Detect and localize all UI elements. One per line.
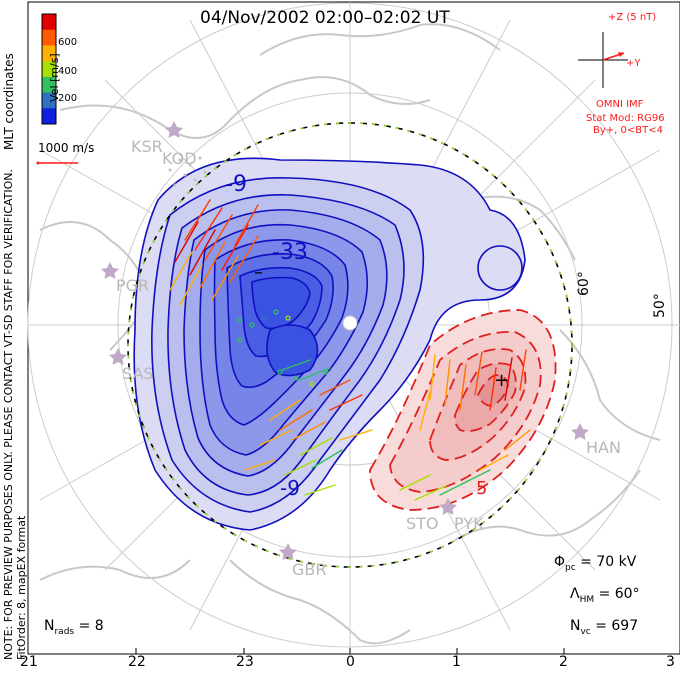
contour-label-pos-a: 5 bbox=[476, 478, 488, 499]
mlt-label-3: 3 bbox=[666, 654, 675, 670]
imf-y-label: +Y bbox=[626, 58, 641, 69]
fov-points bbox=[168, 156, 207, 187]
preview-note: NOTE: FOR PREVIEW PURPOSES ONLY. PLEASE … bbox=[2, 168, 15, 660]
nvc-stat: Nvc = 697 bbox=[570, 618, 639, 637]
phi-pc-stat: Φpc = 70 kV bbox=[554, 554, 637, 573]
coastlines bbox=[39, 23, 661, 645]
mlt-ticks bbox=[27, 648, 565, 654]
latitude-label-60: 60° bbox=[576, 271, 592, 296]
colorbar-outline bbox=[41, 13, 57, 125]
fit-order-note: FitOrder: 8, mapEX format bbox=[15, 515, 28, 660]
site-label-pgr: PGR bbox=[116, 276, 150, 295]
negative-potential-cell bbox=[133, 157, 526, 531]
contour-label-neg-c: -9 bbox=[280, 476, 300, 500]
imf-condition: By+, 0<BT<4 bbox=[593, 125, 663, 136]
potential-maximum-marker: + bbox=[494, 370, 510, 391]
site-label-kod: KOD bbox=[162, 149, 197, 168]
reference-vector-label: 1000 m/s bbox=[38, 141, 95, 155]
site-label-pyk: PYK bbox=[454, 514, 484, 533]
colorbar-segment bbox=[42, 14, 56, 31]
lambda-hm-stat: ΛHM = 60° bbox=[570, 586, 640, 605]
mlt-label-1: 1 bbox=[452, 654, 461, 670]
colorbar-segment bbox=[42, 61, 56, 78]
colorbar-segment bbox=[42, 76, 56, 94]
site-label-ksr: KSR bbox=[131, 137, 163, 156]
imf-z-label: +Z (5 nT) bbox=[608, 12, 657, 23]
colorbar-segment bbox=[42, 108, 56, 125]
colorbar-segment bbox=[42, 45, 56, 62]
coordinates-label: MLT coordinates bbox=[2, 53, 16, 150]
imf-clock bbox=[578, 32, 628, 88]
nrads-stat: Nrads = 8 bbox=[44, 618, 104, 637]
site-label-han: HAN bbox=[586, 438, 621, 457]
mlt-label-23: 23 bbox=[236, 654, 254, 670]
mlt-label-21: 21 bbox=[20, 654, 38, 670]
colorbar-tick-400: 400 bbox=[58, 66, 78, 77]
low-velocity-points bbox=[237, 309, 329, 387]
latitude-label-50: 50° bbox=[652, 293, 668, 318]
boundary-dots bbox=[127, 122, 573, 568]
site-label-sto: STO bbox=[406, 514, 439, 533]
stat-model: Stat Mod: RG96 bbox=[586, 113, 665, 124]
contour-label-neg-b: -33 bbox=[272, 240, 308, 265]
positive-potential-cell bbox=[369, 309, 557, 511]
velocity-vectors-dawn bbox=[399, 349, 531, 501]
colorbar-segment bbox=[42, 29, 56, 46]
map-title: 04/Nov/2002 02:00–02:02 UT bbox=[200, 8, 450, 28]
mlt-label-22: 22 bbox=[128, 654, 146, 670]
mlt-label-2: 2 bbox=[559, 654, 568, 670]
site-label-sas: SAS bbox=[122, 364, 154, 383]
colorbar-tick-200: 200 bbox=[58, 93, 78, 104]
site-markers bbox=[101, 121, 589, 560]
site-label-gbr: GBR bbox=[292, 560, 327, 579]
velocity-colorbar bbox=[41, 13, 57, 125]
colorbar-tick-600: 600 bbox=[58, 37, 78, 48]
mlt-label-0: 0 bbox=[346, 654, 355, 670]
colorbar-segment bbox=[42, 92, 56, 109]
imf-source: OMNI IMF bbox=[596, 99, 644, 110]
potential-minimum-marker: – bbox=[254, 262, 263, 283]
reference-vector-origin bbox=[36, 161, 40, 165]
contour-label-neg-a: -9 bbox=[225, 172, 247, 197]
pole-marker bbox=[342, 315, 358, 331]
velocity-vectors-dusk bbox=[169, 199, 259, 306]
